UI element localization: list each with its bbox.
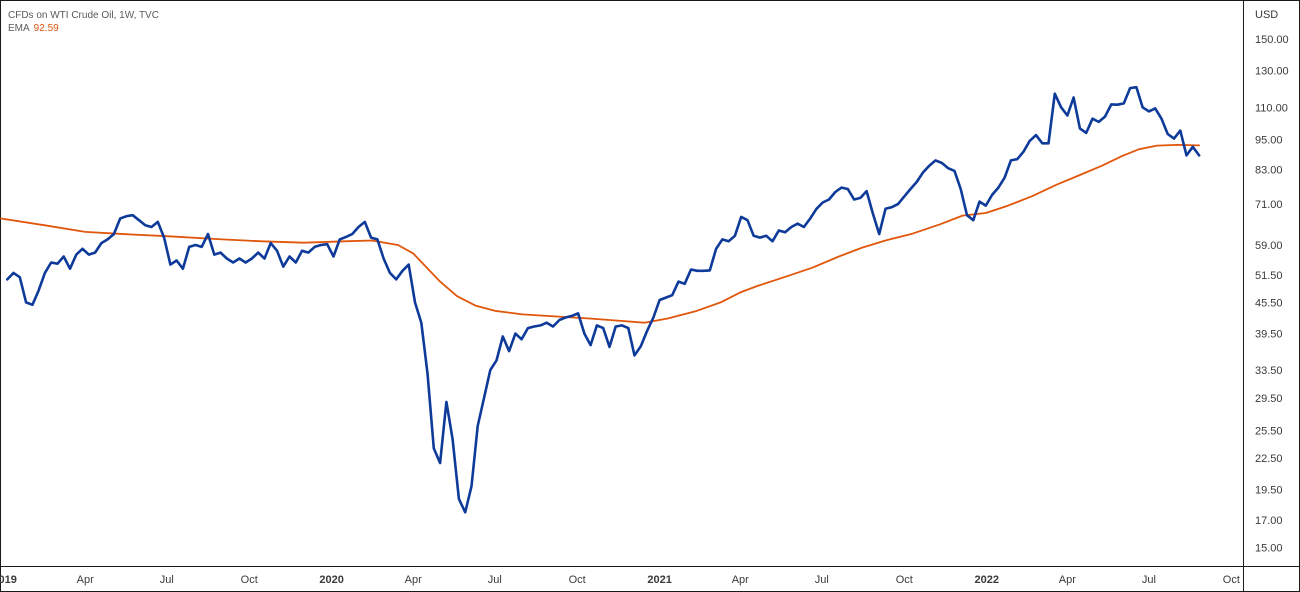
time-axis[interactable]: 2019 Apr Jul Oct 2020 Apr Jul Oct 2021 Apr Jul Oct 2… [0,574,1240,586]
y-tick-label: 29.50 [1255,393,1283,405]
y-tick-label: 39.50 [1255,329,1283,341]
x-tick-label: Apr [405,574,422,586]
y-tick-label: 51.50 [1255,270,1283,282]
x-tick-label: 2022 [974,574,998,586]
ema-value: 92.59 [33,23,59,34]
y-tick-label: 25.50 [1255,425,1283,437]
x-tick-label: 2020 [319,574,343,586]
y-tick-label: 17.00 [1255,515,1283,527]
x-tick-label: 2021 [647,574,671,586]
ema-line [0,144,1200,324]
price-line [6,85,1201,514]
ema-legend-row[interactable]: EMA 92.59 [8,22,159,35]
x-tick-label: Oct [569,574,586,586]
y-tick-label: 150.00 [1255,34,1289,46]
y-tick-label: 19.50 [1255,485,1283,497]
y-tick-label: 130.00 [1255,65,1289,77]
ema-label: EMA [8,23,30,34]
x-tick-label: 2019 [0,574,17,586]
x-tick-label: Oct [1223,574,1240,586]
y-tick-label: 45.50 [1255,297,1283,309]
x-tick-label: Jul [488,574,502,586]
y-tick-label: 59.00 [1255,240,1283,252]
price-axis[interactable]: 15.00 17.00 19.50 22.50 25.50 29.50 33.50 39.50… [1255,34,1289,555]
x-tick-label: Oct [241,574,258,586]
x-tick-label: Apr [77,574,94,586]
y-tick-label: 110.00 [1255,102,1288,114]
x-tick-label: Apr [1059,574,1076,586]
x-tick-label: Jul [815,574,829,586]
symbol-title[interactable]: CFDs on WTI Crude Oil, 1W, TVC [8,10,159,21]
chart-legend: CFDs on WTI Crude Oil, 1W, TVC EMA 92.59 [8,9,159,35]
y-tick-label: 83.00 [1255,165,1283,177]
y-tick-label: 22.50 [1255,453,1283,465]
x-tick-label: Jul [1142,574,1156,586]
y-tick-label: 95.00 [1255,135,1283,147]
currency-label: USD [1255,9,1278,21]
y-tick-label: 71.00 [1255,199,1283,211]
x-tick-label: Jul [160,574,174,586]
y-tick-label: 33.50 [1255,365,1283,377]
x-tick-label: Oct [896,574,913,586]
x-tick-label: Apr [732,574,749,586]
y-tick-label: 15.00 [1255,543,1283,555]
